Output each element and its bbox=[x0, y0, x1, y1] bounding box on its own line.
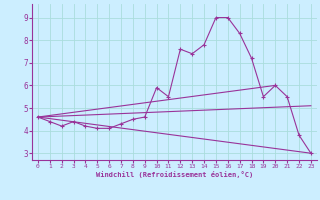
X-axis label: Windchill (Refroidissement éolien,°C): Windchill (Refroidissement éolien,°C) bbox=[96, 171, 253, 178]
